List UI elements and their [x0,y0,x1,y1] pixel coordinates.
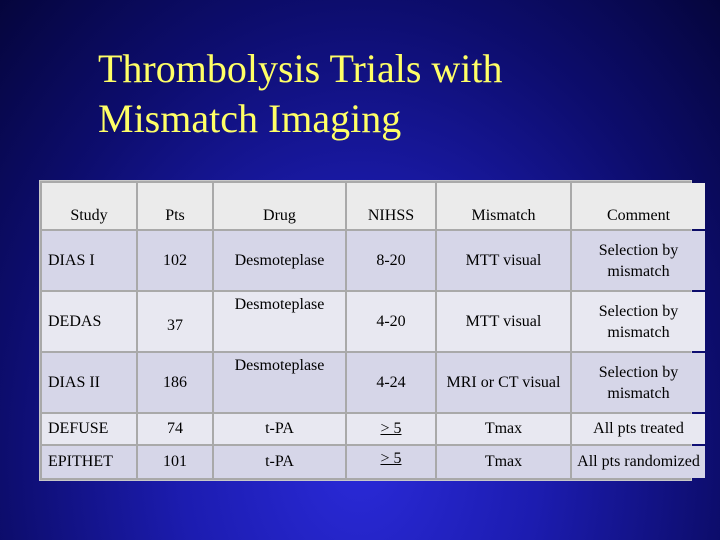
header-drug: Drug [214,183,345,229]
trials-table: Study Pts Drug NIHSS Mismatch Comment DI… [40,181,707,480]
cell-mismatch: MTT visual [437,231,570,291]
table-row: DIAS I 102 Desmoteplase 8-20 MTT visual … [42,231,705,291]
cell-nihss: 8-20 [347,231,435,291]
cell-pts: 74 [138,414,212,444]
cell-study: DEDAS [42,292,136,352]
table-row: DEDAS 37 Desmoteplase 4-20 MTT visual Se… [42,292,705,352]
header-study: Study [42,183,136,229]
header-nihss: NIHSS [347,183,435,229]
cell-mismatch: Tmax [437,445,570,478]
cell-comment: Selection by mismatch [572,353,705,413]
cell-mismatch: MRI or CT visual [437,353,570,413]
slide-title-line-2: Mismatch Imaging [98,96,402,141]
cell-comment: Selection by mismatch [572,292,705,352]
cell-nihss: > 5 [347,445,435,478]
cell-nihss: 4-24 [347,353,435,413]
header-pts: Pts [138,183,212,229]
cell-drug: t-PA [214,414,345,444]
cell-pts: 37 [138,292,212,352]
cell-comment: All pts treated [572,414,705,444]
cell-pts: 102 [138,231,212,291]
cell-pts: 186 [138,353,212,413]
cell-drug: Desmoteplase [214,292,345,352]
cell-pts: 101 [138,445,212,478]
nihss-value: > 5 [380,420,402,438]
table-row: EPITHET 101 t-PA > 5 Tmax All pts random… [42,445,705,478]
cell-nihss: 4-20 [347,292,435,352]
cell-comment: Selection by mismatch [572,231,705,291]
cell-study: EPITHET [42,445,136,478]
nihss-value: > 5 [380,449,402,467]
table-row: DIAS II 186 Desmoteplase 4-24 MRI or CT … [42,353,705,413]
trials-table-container: Study Pts Drug NIHSS Mismatch Comment DI… [39,180,705,481]
slide-title-line-1: Thrombolysis Trials with [98,46,503,91]
cell-study: DIAS II [42,353,136,413]
cell-drug: t-PA [214,445,345,478]
cell-mismatch: MTT visual [437,292,570,352]
table-header-row: Study Pts Drug NIHSS Mismatch Comment [42,183,705,229]
slide-title: Thrombolysis Trials with Mismatch Imagin… [98,44,658,144]
cell-mismatch: Tmax [437,414,570,444]
cell-study: DIAS I [42,231,136,291]
header-comment: Comment [572,183,705,229]
table-row: DEFUSE 74 t-PA > 5 Tmax All pts treated [42,414,705,444]
cell-nihss: > 5 [347,414,435,444]
cell-drug: Desmoteplase [214,231,345,291]
cell-comment: All pts randomized [572,445,705,478]
header-mismatch: Mismatch [437,183,570,229]
cell-drug: Desmoteplase [214,353,345,413]
cell-study: DEFUSE [42,414,136,444]
